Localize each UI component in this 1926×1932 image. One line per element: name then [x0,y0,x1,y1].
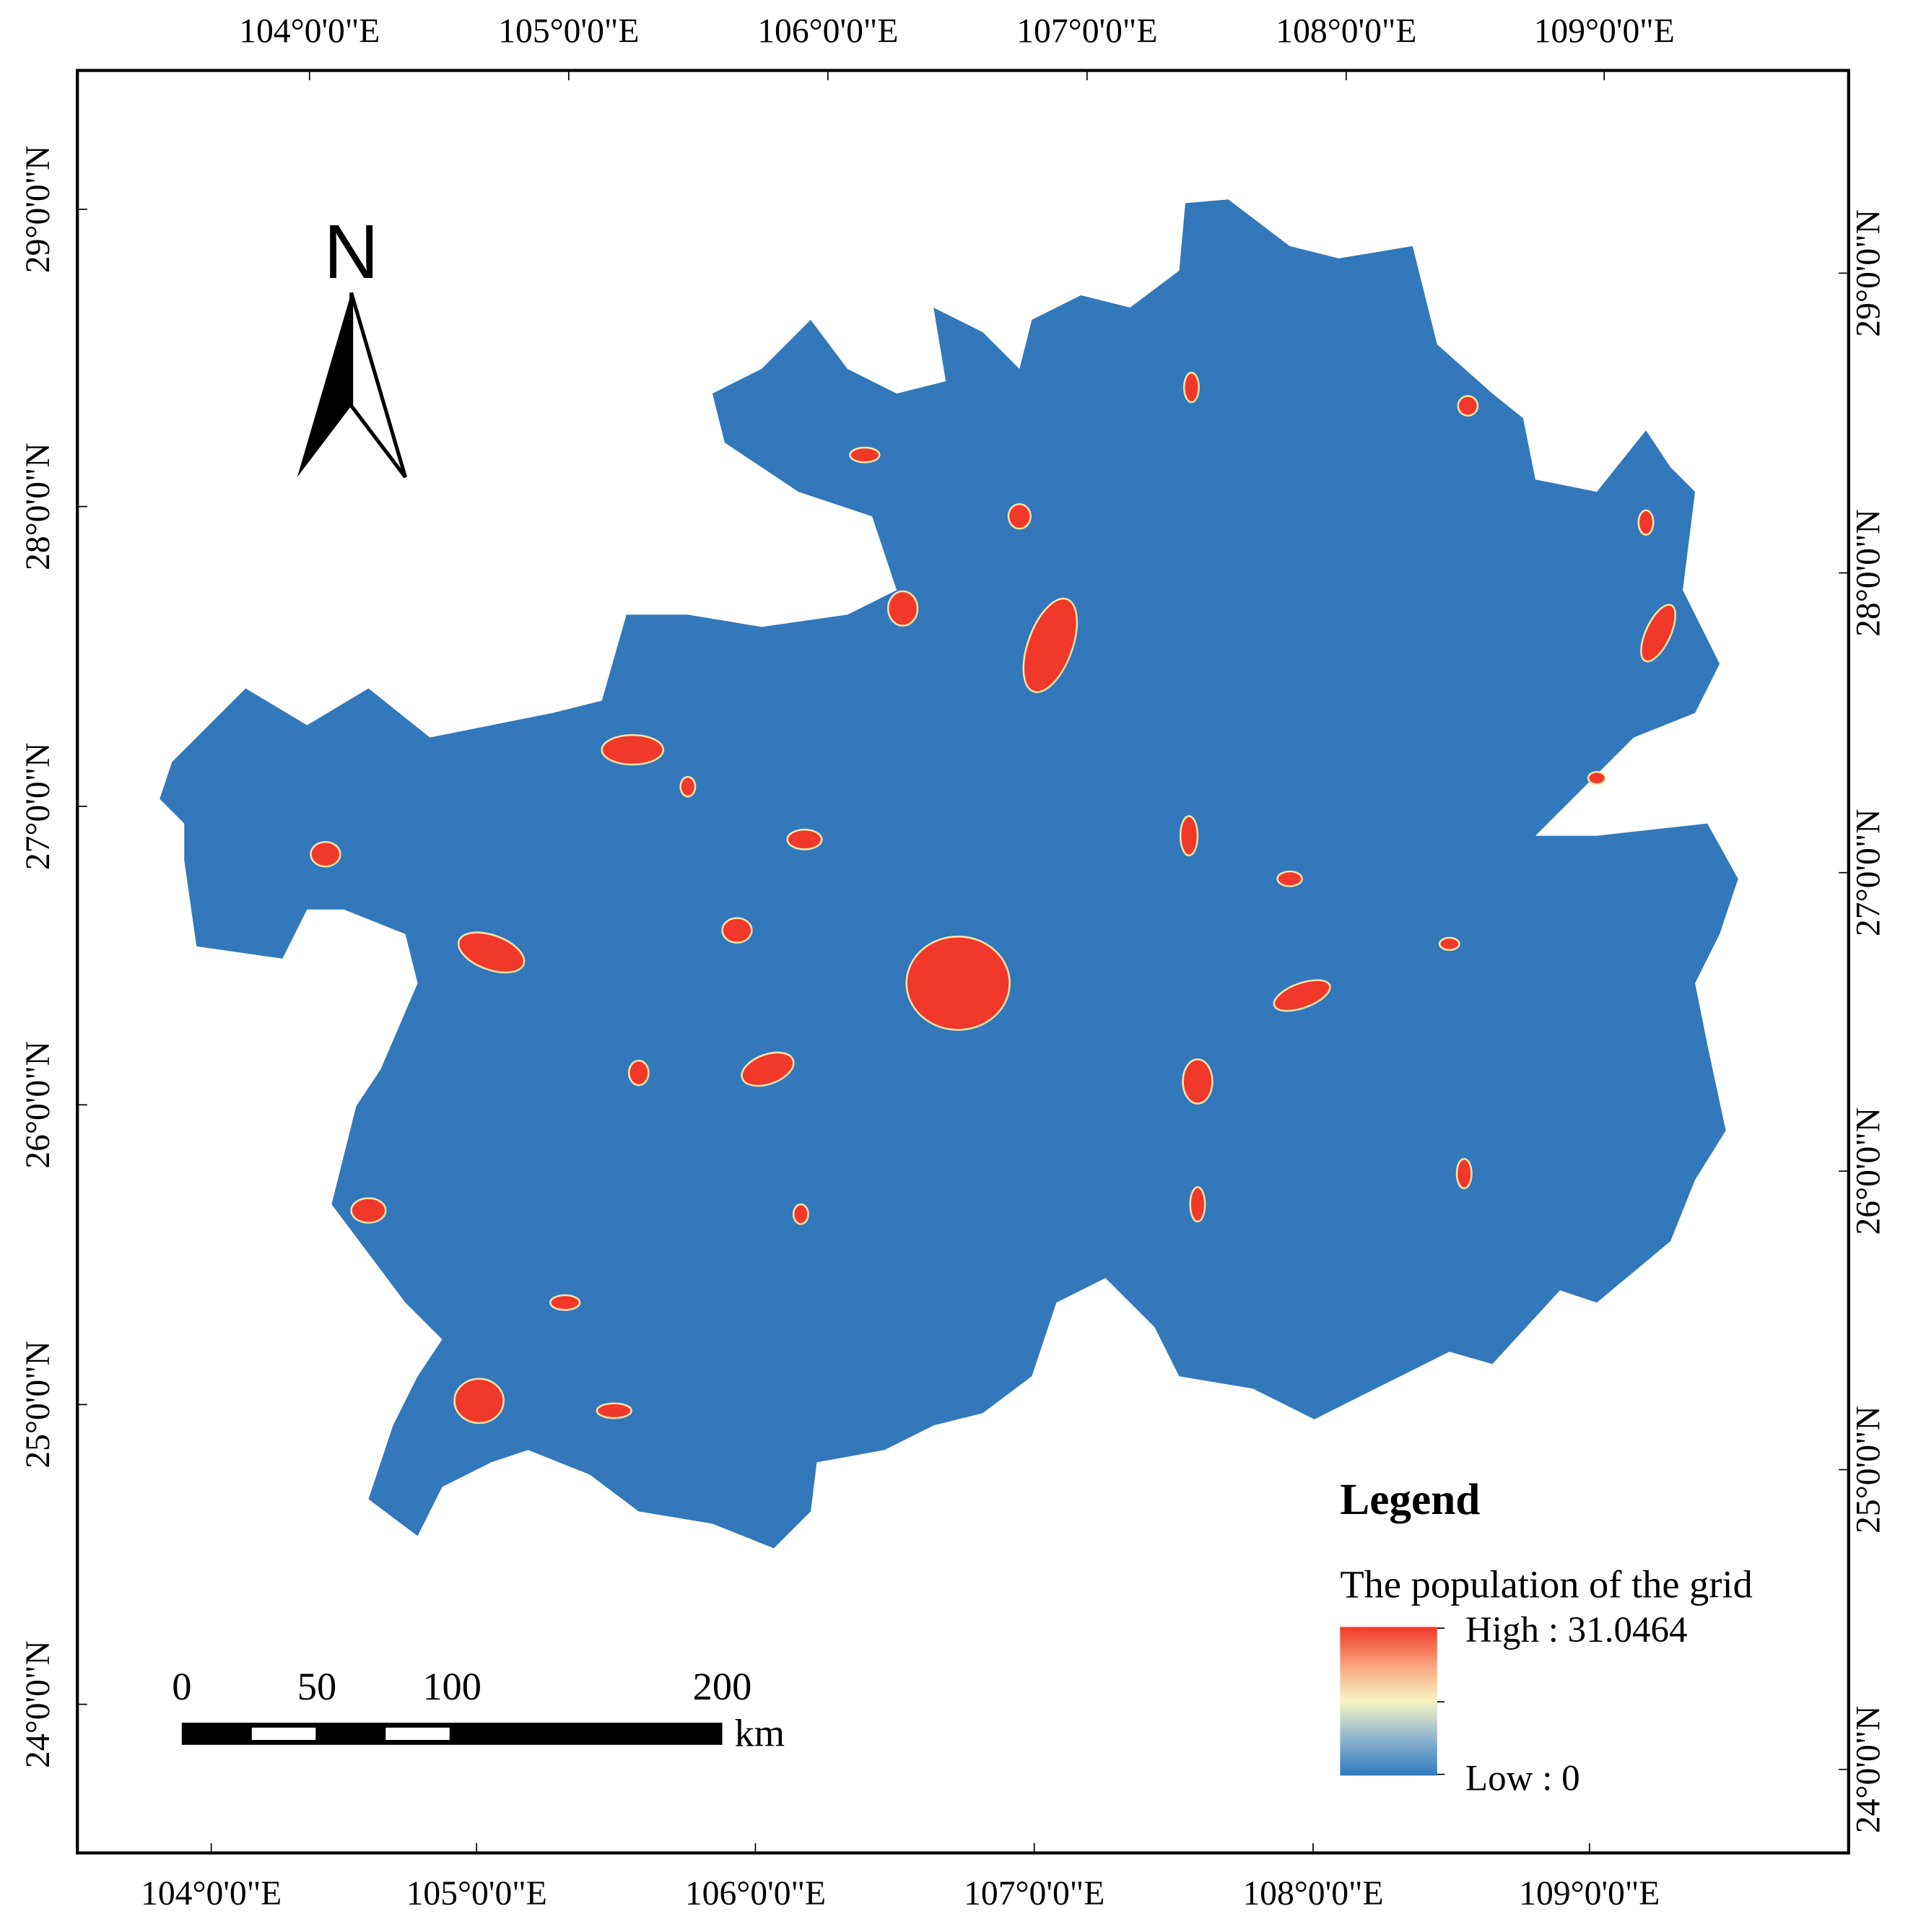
scale-bar-segment [385,1727,450,1740]
urban-areas [310,371,1677,1424]
scale-label: 100 [422,1664,482,1708]
urban-area [457,931,526,974]
urban-area [1189,1185,1206,1223]
bottom-coordinate-label: 106°0'0"E [685,1875,826,1913]
top-coordinate-label: 104°0'0"E [239,12,380,50]
north-arrow: N [297,210,407,479]
legend-high: High : 31.0464 [1465,1610,1688,1650]
right-coordinate-label: 25°0'0"N [1849,1406,1887,1533]
urban-area [1182,371,1200,404]
urban-area [905,935,1011,1031]
scale-bar: 0 50 100 200 km [172,1664,785,1755]
scale-unit: km [735,1710,785,1754]
right-coordinate-label: 26°0'0"N [1849,1108,1887,1235]
right-coordinate-label: 28°0'0"N [1849,509,1887,637]
scale-label: 200 [693,1664,752,1708]
left-coordinate-label: 29°0'0"N [19,145,57,273]
urban-area [792,1203,809,1225]
legend: Legend The population of the grid High :… [1340,1475,1753,1799]
scale-label: 0 [172,1664,191,1708]
legend-subtitle: The population of the grid [1340,1562,1752,1606]
urban-area [596,1402,632,1419]
left-coordinate-label: 26°0'0"N [19,1041,57,1169]
urban-area [1007,502,1032,530]
bottom-coordinate-label: 109°0'0"E [1519,1875,1660,1913]
bottom-coordinate-label: 108°0'0"E [1242,1875,1383,1913]
urban-area [679,775,697,798]
bottom-coordinate-label: 104°0'0"E [141,1875,282,1913]
urban-area [1438,936,1460,952]
urban-area [310,840,341,868]
urban-area [1179,815,1199,857]
north-arrow-right [349,292,407,479]
urban-area [786,828,823,850]
urban-area [549,1294,581,1311]
top-coordinate-label: 108°0'0"E [1276,12,1416,50]
right-coordinate-label: 27°0'0"N [1849,809,1887,936]
urban-area [453,1378,505,1424]
urban-area [1276,870,1303,887]
left-coordinate-label: 24°0'0"N [19,1640,57,1768]
urban-area [1182,1058,1213,1105]
legend-low: Low : 0 [1465,1759,1580,1799]
top-coordinate-label: 107°0'0"E [1016,12,1157,50]
top-coordinate-label: 109°0'0"E [1534,12,1675,50]
urban-area [1587,770,1607,786]
legend-title: Legend [1340,1475,1480,1524]
left-coordinate-label: 27°0'0"N [19,742,57,870]
urban-area [741,1051,795,1087]
bottom-coordinate-label: 105°0'0"E [406,1875,547,1913]
top-coordinate-label: 105°0'0"E [498,12,639,50]
urban-area [350,1197,387,1224]
urban-area [1637,509,1655,536]
urban-area [886,590,919,627]
urban-area [627,1059,650,1087]
urban-area [1640,604,1677,663]
left-coordinate-label: 28°0'0"N [19,443,57,570]
province-area [160,199,1738,1549]
scale-bar-segment [251,1727,316,1740]
urban-area [721,917,753,944]
right-coordinate-label: 24°0'0"N [1849,1705,1887,1833]
urban-area [849,446,881,464]
north-label: N [324,210,379,295]
left-coordinate-label: 25°0'0"N [19,1341,57,1468]
legend-ramp [1340,1627,1437,1776]
scale-label: 50 [297,1664,336,1708]
urban-area [1273,979,1331,1012]
urban-area [601,734,665,766]
north-arrow-left [297,292,352,477]
urban-area [1022,597,1079,693]
right-coordinate-label: 29°0'0"N [1849,209,1887,337]
urban-area [1457,395,1479,417]
bottom-coordinate-label: 107°0'0"E [964,1875,1104,1913]
top-coordinate-label: 106°0'0"E [757,12,898,50]
urban-area [1455,1157,1473,1190]
